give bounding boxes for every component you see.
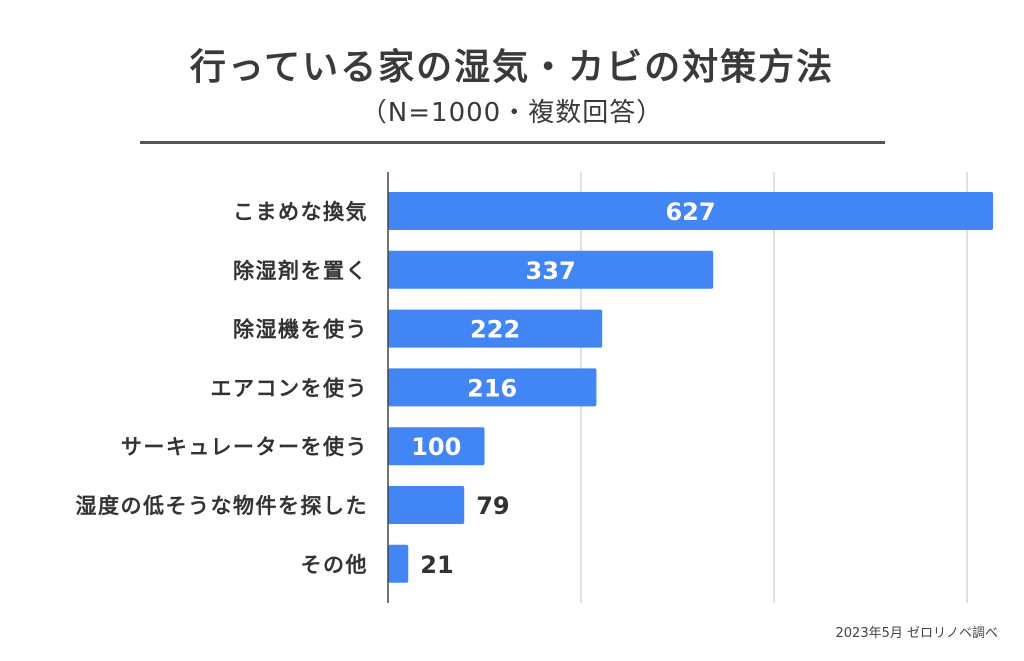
chart-subtitle: （N=1000・複数回答） [360, 98, 664, 128]
bar-1 [388, 250, 714, 289]
category-label-5: 湿度の低そうな物件を探した [76, 494, 369, 518]
title-divider [140, 141, 885, 144]
category-label-3: エアコンを使う [211, 376, 369, 400]
value-label-3: 216 [467, 374, 517, 402]
bar-2 [388, 309, 603, 348]
value-label-4: 100 [411, 433, 461, 461]
value-label-2: 222 [470, 316, 520, 344]
source-note: 2023年5月 ゼロリノベ調べ [835, 626, 999, 641]
chart-title: 行っている家の湿気・カビの対策方法 [189, 47, 835, 88]
category-label-1: 除湿剤を置く [233, 259, 368, 283]
category-label-6: その他 [301, 553, 369, 577]
category-label-4: サーキュレーターを使う [121, 435, 368, 459]
value-label-1: 337 [526, 257, 576, 285]
bar-5 [388, 486, 465, 524]
bar-3 [388, 368, 597, 407]
value-label-5: 79 [476, 492, 509, 520]
bar-6 [388, 544, 409, 583]
bar-0 [388, 192, 994, 230]
bar-4 [388, 427, 485, 466]
category-label-2: 除湿機を使う [233, 318, 368, 342]
category-label-0: こまめな換気 [233, 200, 368, 224]
value-label-6: 21 [420, 551, 453, 579]
value-label-0: 627 [665, 198, 715, 226]
